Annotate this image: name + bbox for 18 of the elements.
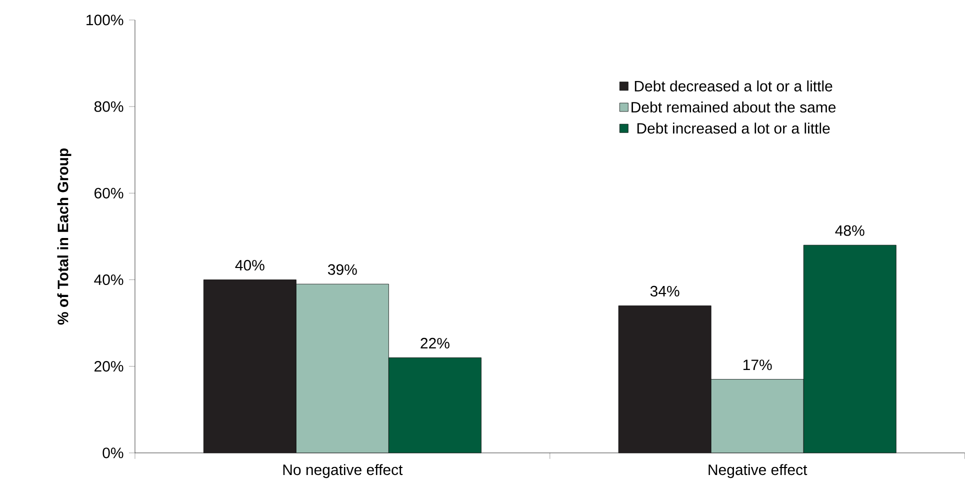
data-label: 34% <box>650 286 680 297</box>
y-tick-label: 60% <box>94 188 124 199</box>
y-tick-label: 40% <box>94 274 124 286</box>
legend-label: Debt increased a lot or a little <box>637 122 830 134</box>
data-label: 22% <box>420 338 450 349</box>
y-tick-label: 0% <box>102 448 124 458</box>
data-label: 39% <box>328 264 357 275</box>
legend-label: Debt remained about the same <box>632 102 836 113</box>
legend-label: Debt decreased a lot or a little <box>634 80 832 92</box>
y-axis-title: % of Total in Each Group <box>57 148 72 325</box>
data-label: 40% <box>235 260 264 271</box>
x-tick-label: Negative effect <box>708 464 808 478</box>
data-label: 17% <box>743 360 772 370</box>
y-tick-label: 100% <box>86 14 124 26</box>
data-label: 48% <box>835 225 864 236</box>
x-tick-label: No negative effect <box>283 464 403 478</box>
y-tick-label: 20% <box>94 361 124 372</box>
y-tick-label: 80% <box>94 101 124 112</box>
